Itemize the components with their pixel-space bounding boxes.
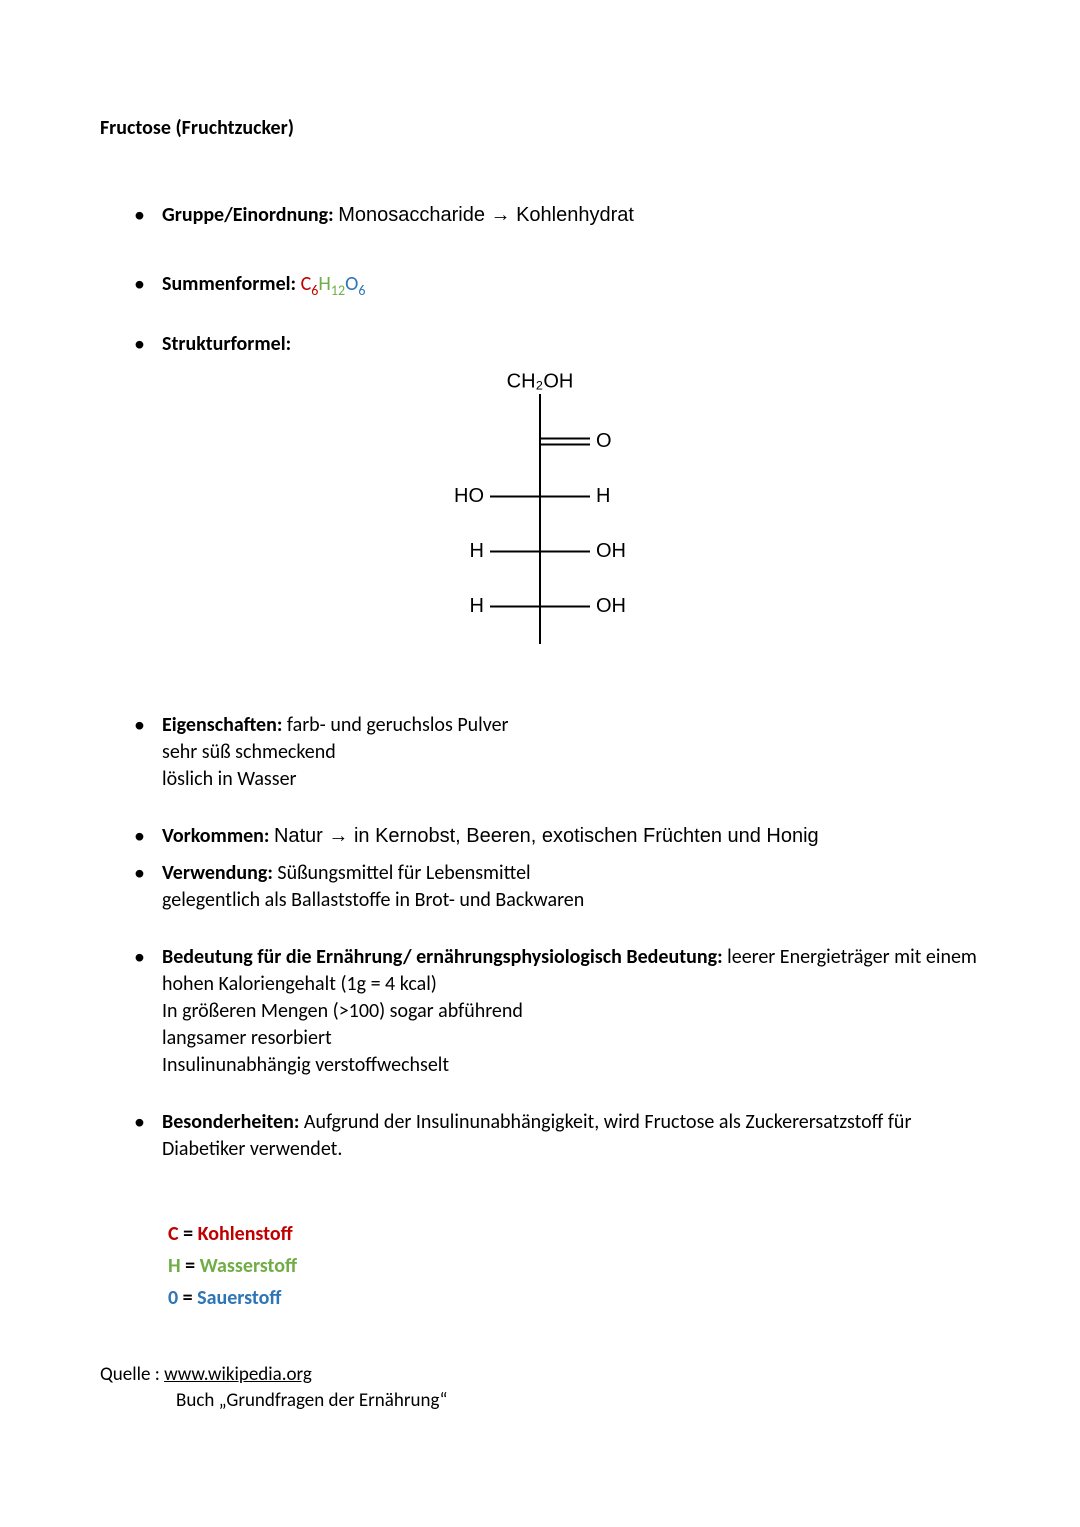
label-vorkommen: Vorkommen: (162, 824, 269, 848)
label-verwendung: Verwendung: (162, 861, 273, 885)
legend: C = Kohlenstoff H = Wasserstoff 0 = Saue… (168, 1218, 980, 1314)
item-bedeutung: Bedeutung für die Ernährung/ ernährungsp… (162, 944, 980, 1079)
eigenschaften-line1: farb- und geruchslos Pulver (287, 713, 509, 737)
formula-h: H12 (318, 272, 345, 296)
item-verwendung: Verwendung: Süßungsmittel für Lebensmitt… (162, 860, 980, 914)
svg-text:OH: OH (596, 595, 626, 617)
svg-text:HO: HO (454, 485, 484, 507)
svg-text:OH: OH (596, 540, 626, 562)
label-gruppe: Gruppe/Einordnung: (162, 203, 334, 227)
item-eigenschaften: Eigenschaften: farb- und geruchslos Pulv… (162, 712, 980, 793)
formula-o: O6 (345, 272, 365, 296)
bedeutung-line3: langsamer resorbiert (162, 1025, 980, 1052)
label-strukturformel: Strukturformel: (162, 332, 291, 356)
source-book: Buch „Grundfragen der Ernährung“ (100, 1388, 980, 1415)
legend-h: H = Wasserstoff (168, 1250, 980, 1282)
eigenschaften-line2: sehr süß schmeckend (162, 739, 980, 766)
svg-text:O: O (596, 430, 612, 452)
page-title: Fructose (Fruchtzucker) (100, 115, 980, 142)
bedeutung-line2: In größeren Mengen (>100) sogar abführen… (162, 998, 980, 1025)
content-list-2: Eigenschaften: farb- und geruchslos Pulv… (100, 712, 980, 1163)
bedeutung-line4: Insulinunabhängig verstoffwechselt (162, 1052, 980, 1079)
item-strukturformel: Strukturformel: (162, 331, 980, 358)
svg-text:H: H (470, 540, 484, 562)
svg-text:H: H (596, 485, 610, 507)
formula-c: C6 (301, 272, 319, 296)
item-gruppe: Gruppe/Einordnung: Monosaccharide → Kohl… (162, 202, 980, 229)
structure-diagram: CH₂OHOHOHHOHHOH (100, 364, 980, 672)
value-gruppe-text: Monosaccharide → Kohlenhydrat (338, 204, 634, 226)
label-eigenschaften: Eigenschaften: (162, 713, 282, 737)
formula: C6H12O6 (301, 272, 366, 296)
legend-o: 0 = Sauerstoff (168, 1282, 980, 1314)
verwendung-line1: Süßungsmittel für Lebensmittel (277, 861, 530, 885)
content-list: Gruppe/Einordnung: Monosaccharide → Kohl… (100, 202, 980, 358)
label-summenformel: Summenformel: (162, 272, 296, 296)
item-besonderheiten: Besonderheiten: Aufgrund der Insulinunab… (162, 1109, 980, 1163)
value-vorkommen: Natur → in Kernobst, Beeren, exotischen … (274, 825, 819, 847)
svg-text:CH₂OH: CH₂OH (507, 370, 574, 392)
source-block: Quelle : www.wikipedia.org Buch „Grundfr… (100, 1362, 980, 1415)
svg-text:H: H (470, 595, 484, 617)
source-link: www.wikipedia.org (164, 1363, 312, 1386)
item-summenformel: Summenformel: C6H12O6 (162, 271, 980, 301)
verwendung-line2: gelegentlich als Ballaststoffe in Brot- … (162, 887, 980, 914)
label-bedeutung: Bedeutung für die Ernährung/ ernährungsp… (162, 945, 723, 969)
label-besonderheiten: Besonderheiten: (162, 1110, 299, 1134)
source-label: Quelle : (100, 1363, 160, 1386)
eigenschaften-line3: löslich in Wasser (162, 766, 980, 793)
item-vorkommen: Vorkommen: Natur → in Kernobst, Beeren, … (162, 823, 980, 850)
legend-c: C = Kohlenstoff (168, 1218, 980, 1250)
